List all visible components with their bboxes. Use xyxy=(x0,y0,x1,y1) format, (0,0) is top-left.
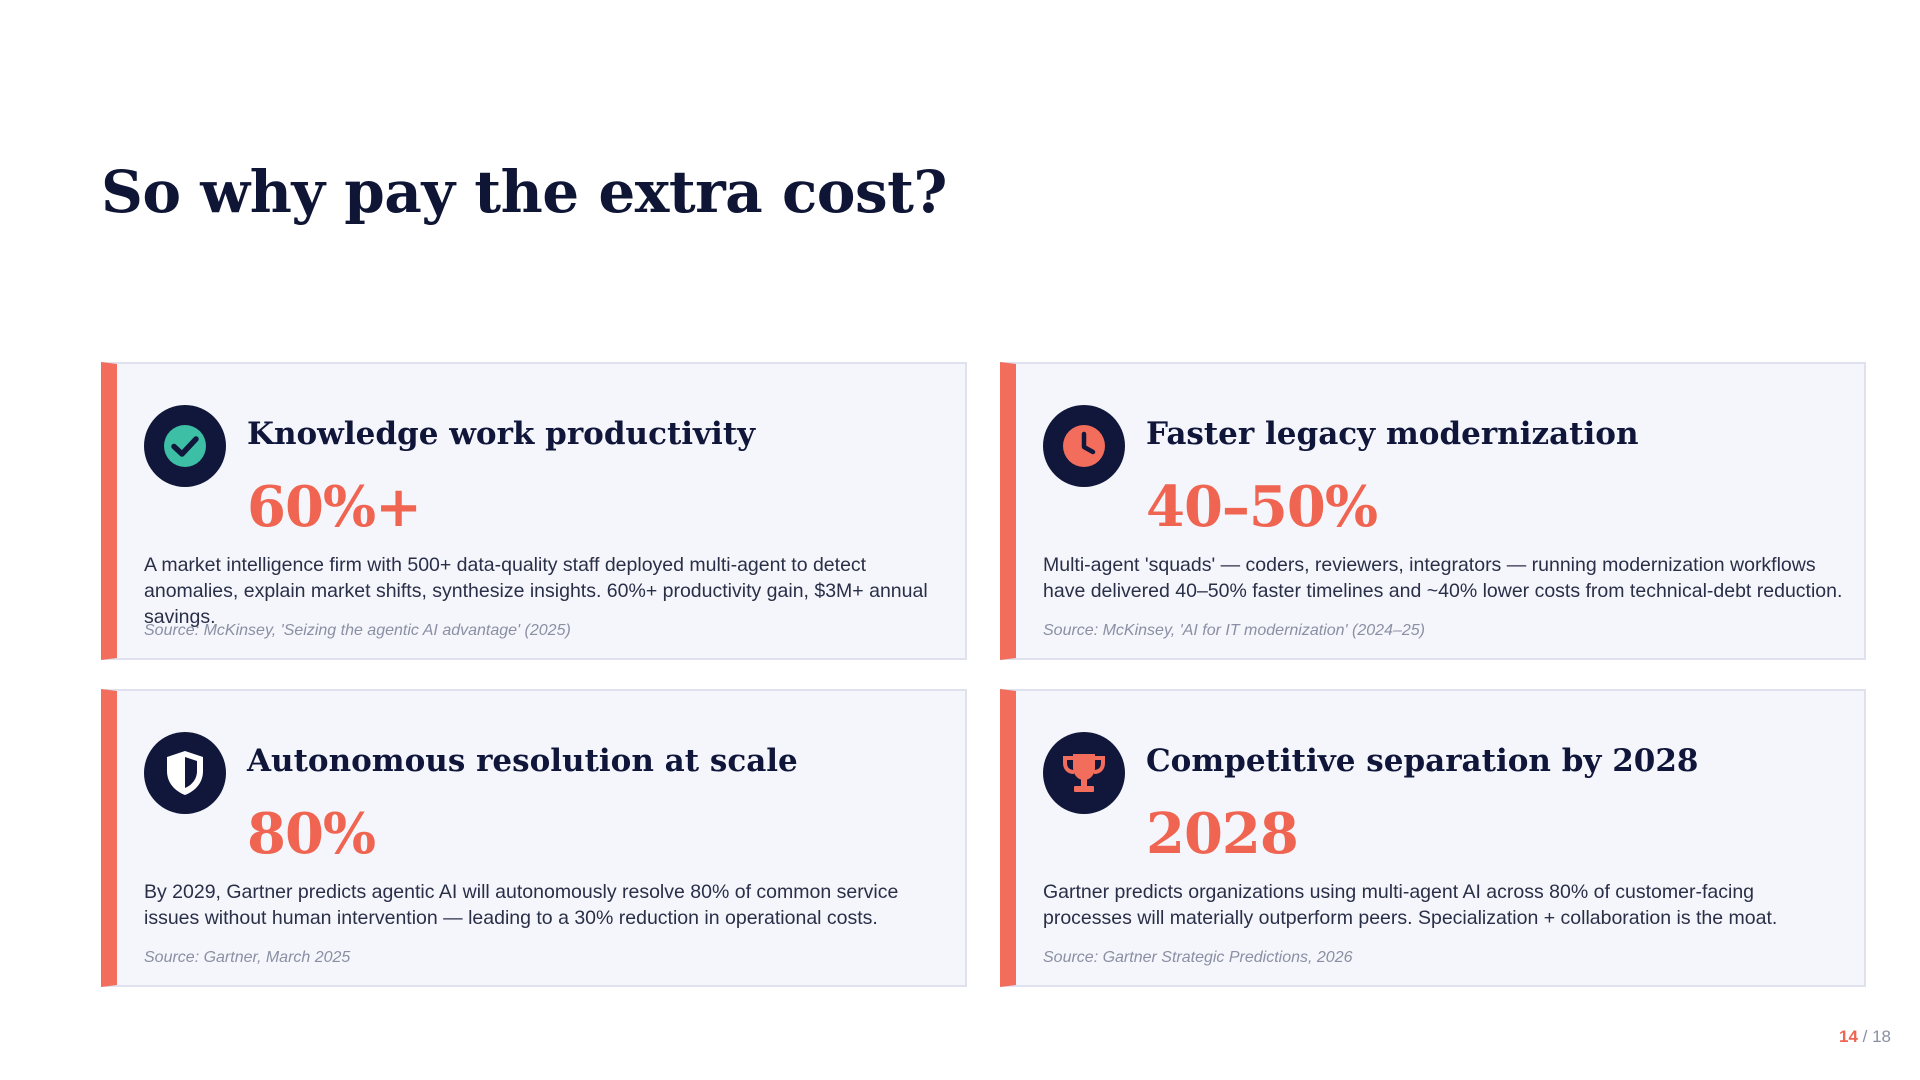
card-stat: 80% xyxy=(247,801,376,867)
slide-title: So why pay the extra cost? xyxy=(101,158,947,226)
card-description: Multi-agent 'squads' — coders, reviewers… xyxy=(1043,554,1843,602)
card-stat: 60%+ xyxy=(247,474,422,540)
card-description: By 2029, Gartner predicts agentic AI wil… xyxy=(144,881,899,929)
check-circle-icon xyxy=(144,405,226,487)
card-title: Knowledge work productivity xyxy=(247,416,756,452)
trophy-icon xyxy=(1043,732,1125,814)
card-source: Source: Gartner, March 2025 xyxy=(144,949,351,966)
card-stat: 40–50% xyxy=(1146,474,1378,540)
card-competitive-separation: Competitive separation by 2028 2028 Gart… xyxy=(1000,689,1866,987)
card-title: Autonomous resolution at scale xyxy=(247,743,798,779)
card-description: Gartner predicts organizations using mul… xyxy=(1043,881,1778,929)
card-knowledge-work: Knowledge work productivity 60%+ A marke… xyxy=(101,362,967,660)
card-source: Source: Gartner Strategic Predictions, 2… xyxy=(1043,949,1353,966)
page-separator: / xyxy=(1857,1027,1873,1046)
card-source: Source: McKinsey, 'AI for IT modernizati… xyxy=(1043,622,1425,639)
current-page: 14 xyxy=(1838,1027,1858,1046)
card-description: A market intelligence firm with 500+ dat… xyxy=(144,554,928,628)
total-pages: 18 xyxy=(1872,1027,1891,1046)
card-stat: 2028 xyxy=(1146,801,1299,867)
card-title: Competitive separation by 2028 xyxy=(1146,743,1699,779)
clock-icon xyxy=(1043,405,1125,487)
card-autonomous-resolution: Autonomous resolution at scale 80% By 20… xyxy=(101,689,967,987)
page-number: 14 / 18 xyxy=(1839,1027,1891,1047)
shield-icon xyxy=(144,732,226,814)
card-legacy-modernization: Faster legacy modernization 40–50% Multi… xyxy=(1000,362,1866,660)
card-title: Faster legacy modernization xyxy=(1146,416,1639,452)
card-source: Source: McKinsey, 'Seizing the agentic A… xyxy=(144,622,571,639)
